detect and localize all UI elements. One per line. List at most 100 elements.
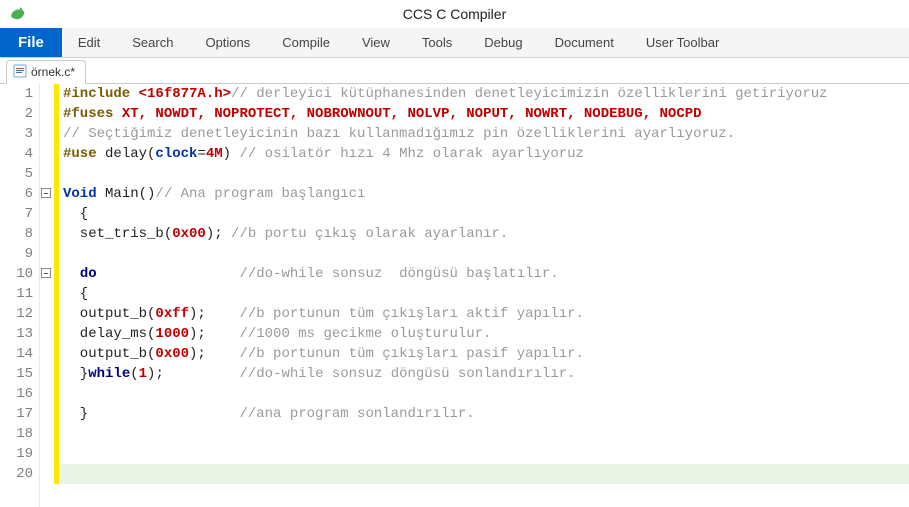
token-lit-red: 1: [139, 366, 147, 382]
titlebar: CCS C Compiler: [0, 0, 909, 28]
code-line[interactable]: Void Main()// Ana program başlangıcı: [63, 184, 909, 204]
line-number: 10: [0, 264, 33, 284]
token-cmt: // derleyici kütüphanesinden denetleyici…: [231, 86, 828, 102]
token-txt: (: [130, 366, 138, 382]
token-txt: delay_ms(: [63, 326, 155, 342]
code-line[interactable]: {: [63, 284, 909, 304]
code-line[interactable]: // Seçtiğimiz denetleyicinin bazı kullan…: [63, 124, 909, 144]
menu-view[interactable]: View: [346, 28, 406, 57]
token-txt: );: [189, 346, 239, 362]
code-line[interactable]: output_b(0xff); //b portunun tüm çıkışla…: [63, 304, 909, 324]
c-file-icon: [13, 64, 27, 81]
menu-options[interactable]: Options: [189, 28, 266, 57]
code-line[interactable]: do //do-while sonsuz döngüsü başlatılır.: [63, 264, 909, 284]
line-number: 20: [0, 464, 33, 484]
code-line[interactable]: output_b(0x00); //b portunun tüm çıkışla…: [63, 344, 909, 364]
menu-usertoolbar[interactable]: User Toolbar: [630, 28, 735, 57]
token-txt: set_tris_b(: [63, 226, 172, 242]
file-tab-label: örnek.c*: [31, 65, 75, 79]
code-line[interactable]: [63, 164, 909, 184]
token-cmt: // Ana program başlangıcı: [155, 186, 365, 202]
file-tab[interactable]: örnek.c*: [6, 60, 86, 84]
token-lit-red: 0x00: [155, 346, 189, 362]
token-cmt: //b portu çıkış olarak ayarlanır.: [231, 226, 508, 242]
token-txt: }: [63, 406, 239, 422]
line-number: 7: [0, 204, 33, 224]
code-line[interactable]: #include <16f877A.h>// derleyici kütüpha…: [63, 84, 909, 104]
window-title: CCS C Compiler: [0, 6, 909, 22]
menubar: File Edit Search Options Compile View To…: [0, 28, 909, 58]
menu-tools[interactable]: Tools: [406, 28, 468, 57]
code-line[interactable]: set_tris_b(0x00); //b portu çıkış olarak…: [63, 224, 909, 244]
token-txt: );: [206, 226, 231, 242]
code-line[interactable]: #fuses XT, NOWDT, NOPROTECT, NOBROWNOUT,…: [63, 104, 909, 124]
code-line[interactable]: [59, 464, 909, 484]
token-txt: );: [189, 306, 239, 322]
menu-search[interactable]: Search: [116, 28, 189, 57]
code-area[interactable]: #include <16f877A.h>// derleyici kütüpha…: [59, 84, 909, 507]
code-line[interactable]: {: [63, 204, 909, 224]
token-txt: Main(): [97, 186, 156, 202]
code-line[interactable]: [63, 444, 909, 464]
token-kw-pre: #include: [63, 86, 130, 102]
token-txt: );: [189, 326, 239, 342]
token-kw-pre: #fuses: [63, 106, 113, 122]
line-number-gutter: 1234567891011121314151617181920: [0, 84, 40, 507]
line-number: 13: [0, 324, 33, 344]
line-number: 2: [0, 104, 33, 124]
line-number: 1: [0, 84, 33, 104]
token-kw-navy: do: [80, 266, 97, 282]
fold-toggle-icon[interactable]: [41, 268, 51, 278]
line-number: 9: [0, 244, 33, 264]
menu-document[interactable]: Document: [539, 28, 630, 57]
code-line[interactable]: [63, 244, 909, 264]
token-txt: delay(: [97, 146, 156, 162]
token-cmt: // osilatör hızı 4 Mhz olarak ayarlıyoru…: [239, 146, 583, 162]
line-number: 16: [0, 384, 33, 404]
fold-gutter[interactable]: [40, 84, 54, 507]
token-txt: [63, 266, 80, 282]
token-kw-pre: #use: [63, 146, 97, 162]
token-lit-red: 1000: [155, 326, 189, 342]
menu-edit[interactable]: Edit: [62, 28, 116, 57]
token-txt: [97, 266, 240, 282]
token-txt: ): [223, 146, 240, 162]
line-number: 17: [0, 404, 33, 424]
menu-compile[interactable]: Compile: [266, 28, 346, 57]
line-number: 14: [0, 344, 33, 364]
token-txt: );: [147, 366, 239, 382]
line-number: 4: [0, 144, 33, 164]
line-number: 15: [0, 364, 33, 384]
line-number: 5: [0, 164, 33, 184]
token-txt: {: [63, 286, 88, 302]
token-txt: }: [63, 366, 88, 382]
token-kw-blue: clock: [155, 146, 197, 162]
line-number: 18: [0, 424, 33, 444]
code-line[interactable]: #use delay(clock=4M) // osilatör hızı 4 …: [63, 144, 909, 164]
menu-file[interactable]: File: [0, 28, 62, 57]
code-line[interactable]: delay_ms(1000); //1000 ms gecikme oluştu…: [63, 324, 909, 344]
line-number: 11: [0, 284, 33, 304]
menu-debug[interactable]: Debug: [468, 28, 538, 57]
token-cmt: // Seçtiğimiz denetleyicinin bazı kullan…: [63, 126, 735, 142]
code-line[interactable]: [63, 384, 909, 404]
token-txt: output_b(: [63, 306, 155, 322]
token-txt: [113, 106, 121, 122]
token-lit-red: 0x00: [172, 226, 206, 242]
token-cmt: //1000 ms gecikme oluşturulur.: [239, 326, 491, 342]
code-line[interactable]: } //ana program sonlandırılır.: [63, 404, 909, 424]
token-txt: =: [197, 146, 205, 162]
app-logo-icon: [8, 4, 28, 24]
token-kw-blue: Void: [63, 186, 97, 202]
token-lit-red: 4M: [206, 146, 223, 162]
fold-toggle-icon[interactable]: [41, 188, 51, 198]
line-number: 12: [0, 304, 33, 324]
code-editor[interactable]: 1234567891011121314151617181920 #include…: [0, 84, 909, 507]
token-txt: output_b(: [63, 346, 155, 362]
line-number: 19: [0, 444, 33, 464]
code-line[interactable]: }while(1); //do-while sonsuz döngüsü son…: [63, 364, 909, 384]
token-lit-red: XT, NOWDT, NOPROTECT, NOBROWNOUT, NOLVP,…: [122, 106, 702, 122]
line-number: 8: [0, 224, 33, 244]
token-txt: {: [63, 206, 88, 222]
code-line[interactable]: [63, 424, 909, 444]
